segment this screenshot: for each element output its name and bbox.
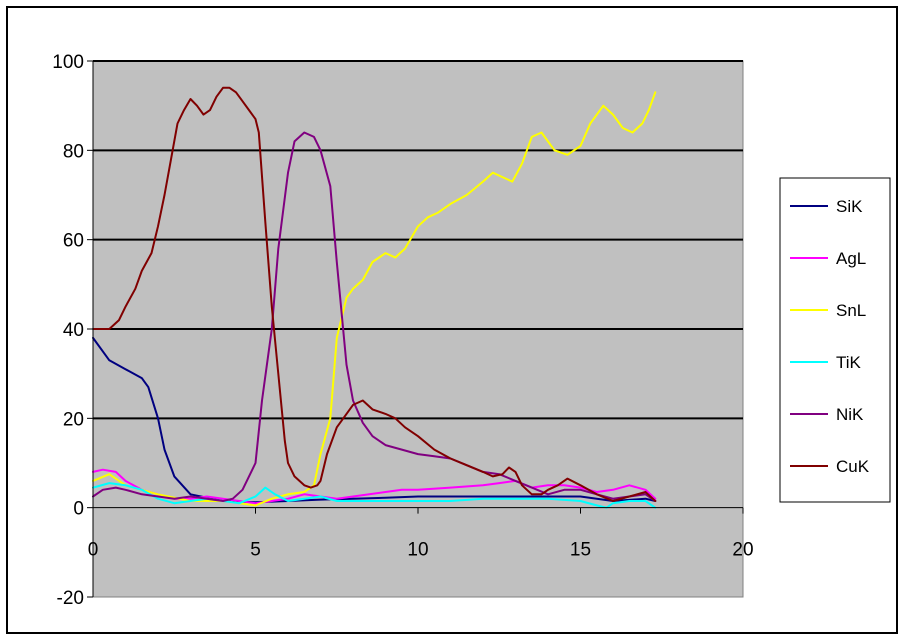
x-tick-label: 15 (570, 540, 591, 561)
axes: -20 0 20 40 60 80 100 0 5 10 15 20 (52, 52, 753, 609)
legend-label-tik: TiK (836, 353, 862, 372)
y-tick-label: -20 (57, 588, 84, 609)
series-line-nik (92, 131, 657, 502)
legend-label-agl: AgL (836, 249, 866, 268)
y-tick-label: 0 (73, 499, 84, 520)
y-tick-label: 80 (63, 141, 84, 162)
series-lines (92, 86, 657, 509)
chart-area: -20 0 20 40 60 80 100 0 5 10 15 20 SiK AgL SnL TiK NiK C… (6, 6, 898, 634)
series-line-tik (92, 482, 657, 509)
legend-label-cuk: CuK (836, 457, 870, 476)
x-tick-label: 5 (250, 540, 261, 561)
legend-label-sik: SiK (836, 197, 863, 216)
series-line-cuk (92, 86, 657, 502)
y-tick-label: 60 (63, 231, 84, 252)
series-line-sik (92, 336, 657, 504)
gridlines (93, 60, 743, 420)
legend-box (779, 177, 891, 503)
y-tick-label: 40 (63, 320, 84, 341)
series-line-snl (92, 91, 657, 507)
y-tick-label: 100 (52, 52, 84, 73)
legend-label-nik: NiK (836, 405, 864, 424)
legend-label-snl: SnL (836, 301, 866, 320)
legend: SiK AgL SnL TiK NiK CuK (779, 177, 891, 503)
x-tick-label: 0 (88, 540, 99, 561)
x-tick-label: 10 (407, 540, 428, 561)
y-tick-label: 20 (63, 409, 84, 430)
line-chart: -20 0 20 40 60 80 100 0 5 10 15 20 SiK AgL SnL TiK NiK C… (52, 52, 891, 609)
x-tick-label: 20 (732, 540, 753, 561)
